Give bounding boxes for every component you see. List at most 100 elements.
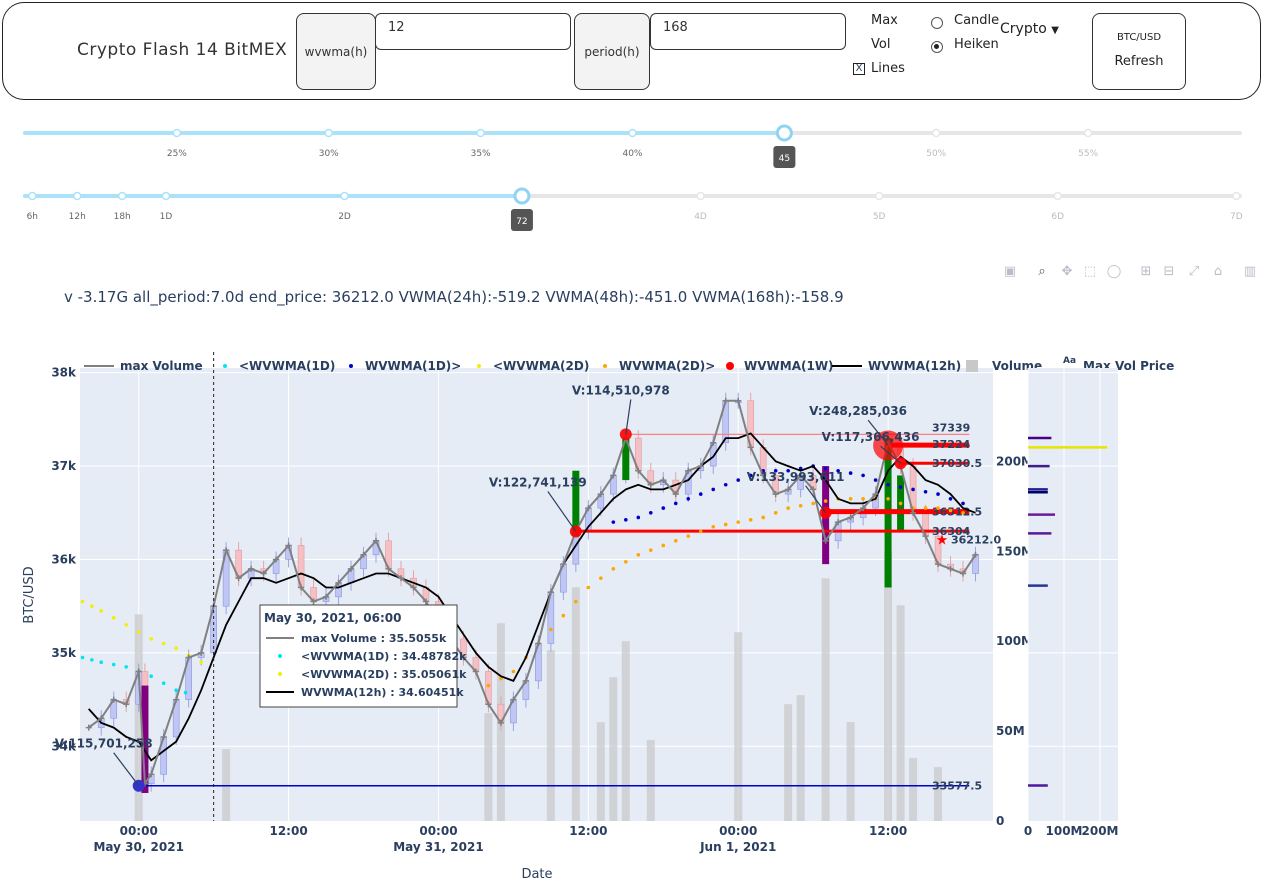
camera-icon: ▣ bbox=[1004, 264, 1016, 279]
sliders[interactable]: 25% 30% 35% 40% 50% 55% 45 6h 12h 18h 1D 2D 72 4D 5D 6D… bbox=[0, 0, 1265, 240]
annotation-label: V:248,285,036 bbox=[809, 404, 907, 418]
candle-body bbox=[972, 554, 979, 574]
wvwma-1d-gt-point bbox=[673, 501, 678, 506]
max-volume-marker bbox=[485, 701, 492, 708]
modebar[interactable]: ▣ ⌕ ✥ ⬚ ◯ ⊞ ⊟ ⤢ ⌂ ▥ bbox=[1000, 260, 1260, 280]
candle-body bbox=[360, 554, 367, 570]
candle-body bbox=[185, 657, 192, 700]
hover-row: max Volume : 35.5055k bbox=[301, 632, 447, 645]
level-label: 37030.5 bbox=[932, 457, 982, 470]
crypto-dropdown[interactable]: Crypto ▼ bbox=[1000, 21, 1059, 37]
max-volume-marker bbox=[697, 463, 704, 470]
candle-body bbox=[110, 699, 118, 719]
volume-bar bbox=[222, 749, 231, 821]
max-volume-marker bbox=[647, 481, 654, 488]
volume-bar bbox=[896, 605, 905, 821]
legend-swatch bbox=[726, 362, 734, 370]
highlight-candle bbox=[572, 470, 580, 537]
wvwma-2d-gt-point bbox=[723, 522, 728, 527]
max-volume-marker bbox=[810, 486, 817, 493]
candle-body bbox=[247, 568, 255, 579]
caret-down-icon: ▼ bbox=[1051, 25, 1059, 36]
legend-swatch bbox=[223, 364, 227, 368]
max-volume-marker bbox=[98, 715, 105, 722]
legend-swatch bbox=[477, 364, 481, 368]
candle-body bbox=[322, 596, 330, 602]
slider2-mark-label: 18h bbox=[114, 212, 131, 222]
max-volume-marker bbox=[560, 561, 567, 568]
slider2-dot bbox=[340, 191, 349, 201]
heiken-radio[interactable] bbox=[931, 41, 943, 53]
y2-tick-label: 0 bbox=[996, 814, 1004, 828]
wvwma-1d-gt-point bbox=[948, 496, 953, 501]
candle-body bbox=[722, 400, 730, 444]
wvwma-2d-gt-point bbox=[936, 506, 940, 510]
max-volume-marker bbox=[298, 584, 305, 591]
candle-body bbox=[634, 437, 642, 472]
end-price-star: ★ bbox=[936, 533, 949, 549]
candle-body bbox=[684, 470, 692, 495]
max-volume-marker bbox=[572, 528, 579, 535]
max-volume-marker bbox=[785, 486, 792, 493]
wvwma-1d-gt-point bbox=[711, 487, 716, 492]
lines-checkbox[interactable]: X bbox=[853, 63, 865, 75]
max-volume-marker bbox=[360, 551, 367, 558]
candle-body bbox=[422, 587, 430, 602]
wvwma-1d-gt-point bbox=[861, 473, 865, 478]
pair-label: BTC/USD bbox=[1116, 32, 1162, 43]
max-volume-marker bbox=[123, 701, 130, 708]
max-volume-marker bbox=[922, 533, 929, 540]
wvwma-2d-gt-point bbox=[611, 567, 616, 571]
max-volume-line bbox=[88, 399, 977, 787]
max-volume-marker bbox=[173, 696, 180, 703]
slider1-mark-label: 55% bbox=[1078, 149, 1098, 159]
max-volume-marker bbox=[160, 733, 167, 740]
max-volume-marker bbox=[597, 491, 604, 498]
highlight-candle bbox=[141, 685, 149, 793]
candle-body bbox=[959, 568, 967, 574]
wvwma-2d-gt-point bbox=[561, 613, 566, 618]
max-volume-marker bbox=[148, 771, 155, 778]
slider1-handle bbox=[775, 124, 793, 142]
period-input[interactable]: 168 bbox=[650, 13, 846, 50]
x-tick-label: 00:00 bbox=[719, 824, 757, 838]
slider2-dot bbox=[696, 191, 705, 201]
hover-box bbox=[259, 604, 458, 708]
slider1-mark-label: 35% bbox=[471, 149, 491, 159]
y-tick-label: 37k bbox=[51, 459, 77, 473]
lt-wvwma-1d-point bbox=[90, 658, 94, 662]
wvwma-1d-gt-point bbox=[786, 468, 790, 473]
max-volume-marker bbox=[273, 556, 280, 563]
slider2-dot bbox=[1232, 191, 1241, 201]
max-volume-marker bbox=[497, 719, 504, 726]
max-volume-marker bbox=[935, 561, 942, 568]
slider1-tooltip-label: 45 bbox=[779, 154, 790, 164]
candle-body bbox=[772, 475, 779, 495]
candle-body bbox=[909, 465, 917, 514]
legend-swatch bbox=[349, 364, 353, 368]
refresh-button[interactable]: BTC/USD Refresh bbox=[1092, 13, 1186, 90]
candle-radio[interactable] bbox=[931, 17, 943, 29]
zoom-icon: ⌕ bbox=[1038, 264, 1045, 279]
candle-body bbox=[535, 643, 542, 682]
wvwma-1d-gt-point bbox=[661, 506, 666, 510]
zoom-in-icon: ⊞ bbox=[1141, 264, 1152, 279]
wvwma-1d-gt-point bbox=[686, 496, 691, 501]
max-volume-marker bbox=[910, 509, 917, 516]
wvwma-input[interactable]: 12 bbox=[375, 13, 571, 50]
slider1-mark-label: 30% bbox=[319, 149, 339, 159]
annotation-label: V:117,366,436 bbox=[822, 430, 920, 444]
max-volume-marker bbox=[85, 724, 92, 731]
candle-body bbox=[709, 442, 717, 467]
volume-bar bbox=[646, 740, 655, 821]
plotly-logo: ▥ bbox=[1244, 264, 1256, 279]
x-tick-label: 12:00 bbox=[269, 824, 307, 838]
legend-swatch bbox=[966, 360, 978, 372]
max-volume-marker bbox=[335, 579, 342, 586]
max-volume-marker bbox=[960, 570, 967, 577]
candle-body bbox=[497, 703, 505, 724]
volume-bar bbox=[596, 722, 605, 821]
heiken-label: Heiken bbox=[954, 37, 999, 52]
max-volume-marker bbox=[722, 397, 729, 404]
max-volume-marker bbox=[248, 565, 255, 572]
